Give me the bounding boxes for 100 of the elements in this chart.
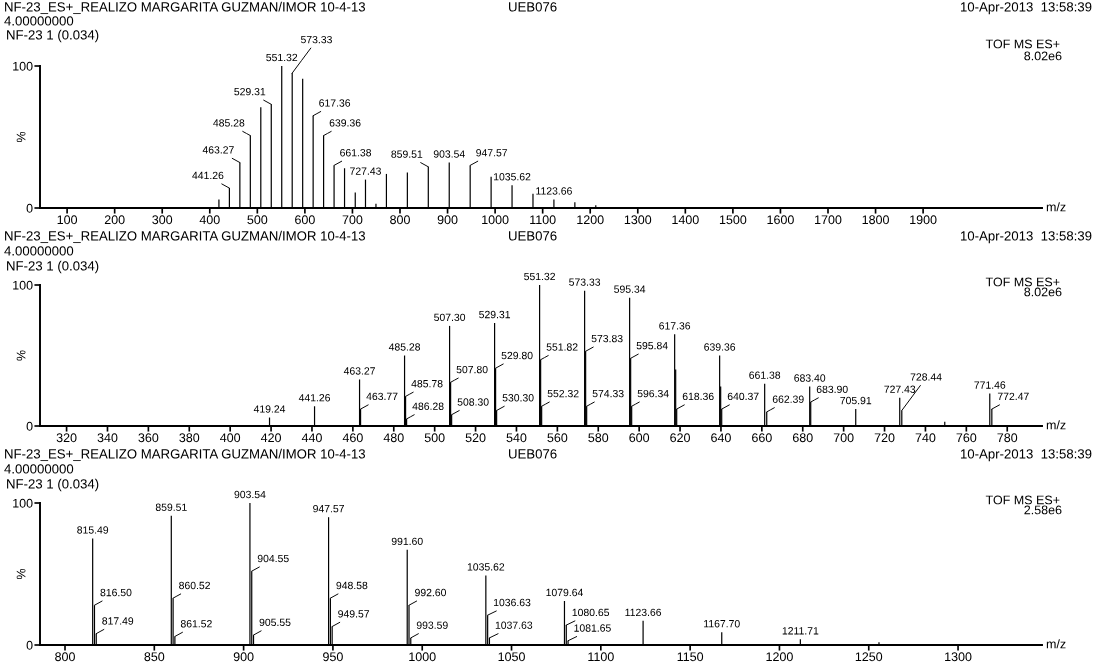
annotation: 508.30 bbox=[457, 398, 489, 406]
x-tick-label: 1400 bbox=[672, 215, 699, 225]
annotation: 947.57 bbox=[476, 149, 508, 157]
annotation: 683.90 bbox=[816, 385, 848, 394]
x-tick-label: 780 bbox=[997, 433, 1018, 443]
x-tick-label: 1250 bbox=[855, 652, 883, 662]
x-tick-label: 580 bbox=[588, 433, 609, 443]
annotation: 727.43 bbox=[884, 385, 916, 393]
x-tick-label: 340 bbox=[97, 433, 118, 443]
annotation: 639.36 bbox=[704, 343, 736, 351]
annotation: 661.38 bbox=[749, 371, 781, 379]
annotation: 1167.70 bbox=[704, 620, 740, 628]
annotation: 661.38 bbox=[340, 149, 372, 157]
y-axis-title: % bbox=[16, 568, 26, 580]
annotation: 992.60 bbox=[415, 588, 447, 597]
annotation: 993.59 bbox=[416, 621, 448, 629]
annotation: 640.37 bbox=[727, 392, 759, 401]
annotation: 859.51 bbox=[391, 150, 423, 158]
x-tick-label: 480 bbox=[383, 433, 404, 443]
annotation: 419.24 bbox=[253, 405, 286, 413]
annotation: 529.80 bbox=[501, 351, 533, 360]
annotation: 771.46 bbox=[974, 381, 1006, 389]
text: 10-Apr-2013 13:58:39 bbox=[960, 449, 1092, 462]
x-tick-label: 720 bbox=[874, 433, 895, 443]
x-tick-label: 500 bbox=[424, 433, 445, 443]
x-tick-label: 1900 bbox=[910, 215, 937, 225]
text: UEB076 bbox=[509, 2, 557, 12]
annotation: 1079.64 bbox=[546, 588, 583, 597]
x-tick-label: 740 bbox=[915, 433, 936, 443]
annotation: 1081.65 bbox=[574, 624, 611, 632]
annotation: 815.49 bbox=[77, 526, 109, 534]
annotation: 507.80 bbox=[456, 365, 488, 374]
annotation: 948.58 bbox=[336, 581, 368, 590]
x-tick-label: 620 bbox=[670, 433, 690, 443]
annotation: 551.32 bbox=[266, 53, 298, 62]
x-tick-label: 320 bbox=[56, 433, 77, 443]
x-tick-label: 1100 bbox=[530, 215, 556, 225]
annotation: 903.54 bbox=[234, 490, 266, 499]
x-tick-label: 1700 bbox=[815, 215, 842, 225]
annotation: 573.83 bbox=[591, 334, 623, 343]
annotation: 705.91 bbox=[840, 396, 872, 405]
x-tick-label: 380 bbox=[179, 433, 200, 443]
annotation: 596.34 bbox=[637, 389, 669, 398]
annotation: 573.33 bbox=[300, 35, 332, 44]
x-tick-label: 1600 bbox=[767, 215, 794, 225]
text: NF-23 1 (0.034) bbox=[7, 478, 99, 492]
annotation: 530.30 bbox=[502, 394, 534, 402]
annotation: 1123.66 bbox=[536, 187, 572, 195]
x-tick-label: 680 bbox=[792, 433, 813, 443]
x-tick-label: 700 bbox=[342, 215, 363, 225]
annotation: 859.51 bbox=[155, 503, 187, 511]
y-tick-label: 0 bbox=[26, 203, 33, 213]
annotation: TOF MS ES+ bbox=[985, 277, 1060, 287]
x-tick-label: 100 bbox=[57, 215, 78, 225]
text: UEB076 bbox=[509, 449, 557, 459]
text: NF-23 1 (0.034) bbox=[7, 29, 99, 43]
x-tick-label: 500 bbox=[247, 215, 268, 225]
annotation: 529.31 bbox=[479, 310, 511, 319]
x-tick-label: 760 bbox=[956, 433, 977, 443]
annotation: 617.36 bbox=[659, 322, 691, 330]
annotation: 529.31 bbox=[234, 87, 266, 96]
annotation: 1035.62 bbox=[494, 173, 531, 181]
annotation: 1123.66 bbox=[625, 608, 662, 617]
x-tick-label: 1050 bbox=[498, 652, 525, 662]
annotation: 617.36 bbox=[319, 99, 351, 107]
x-axis-title: m/z bbox=[1046, 202, 1066, 212]
annotation: 1211.71 bbox=[782, 627, 819, 635]
x-tick-label: 1800 bbox=[862, 215, 889, 225]
annotation: 551.82 bbox=[546, 343, 578, 351]
x-tick-label: 850 bbox=[144, 652, 165, 662]
x-tick-label: 460 bbox=[342, 433, 363, 443]
x-tick-label: 1200 bbox=[766, 652, 793, 662]
annotation: 1035.62 bbox=[467, 563, 505, 571]
chart-title: NF-23_ES+_REALIZO MARGARITA GUZMAN/IMOR 10-4-13 bbox=[5, 230, 366, 244]
text: 10-Apr-2013 13:58:39 bbox=[960, 231, 1092, 244]
x-tick-label: 360 bbox=[138, 433, 159, 443]
annotation: 861.52 bbox=[180, 620, 212, 628]
x-tick-label: 900 bbox=[233, 652, 254, 662]
x-tick-label: 1000 bbox=[409, 652, 436, 662]
x-tick-label: 200 bbox=[104, 215, 125, 225]
x-tick-label: 800 bbox=[390, 215, 410, 225]
x-tick-label: 1150 bbox=[677, 652, 704, 662]
x-tick-label: 400 bbox=[220, 433, 241, 443]
annotation: 595.34 bbox=[614, 285, 646, 293]
annotation: 1037.63 bbox=[495, 621, 533, 629]
annotation: 551.32 bbox=[524, 272, 556, 281]
x-tick-label: 1300 bbox=[945, 652, 972, 662]
annotation: 683.40 bbox=[794, 374, 826, 382]
text: 4.00000000 bbox=[4, 246, 74, 256]
annotation: 991.60 bbox=[391, 537, 423, 546]
x-tick-label: 700 bbox=[833, 433, 854, 443]
annotation: 486.28 bbox=[412, 402, 444, 410]
annotation: 772.47 bbox=[997, 392, 1029, 400]
x-tick-label: 1500 bbox=[719, 215, 747, 225]
x-tick-label: 660 bbox=[752, 433, 772, 443]
x-tick-label: 900 bbox=[437, 215, 458, 225]
annotation: 595.84 bbox=[636, 341, 668, 350]
annotation: TOF MS ES+ bbox=[985, 495, 1060, 505]
x-tick-label: 400 bbox=[199, 215, 220, 225]
x-tick-label: 540 bbox=[506, 433, 527, 443]
